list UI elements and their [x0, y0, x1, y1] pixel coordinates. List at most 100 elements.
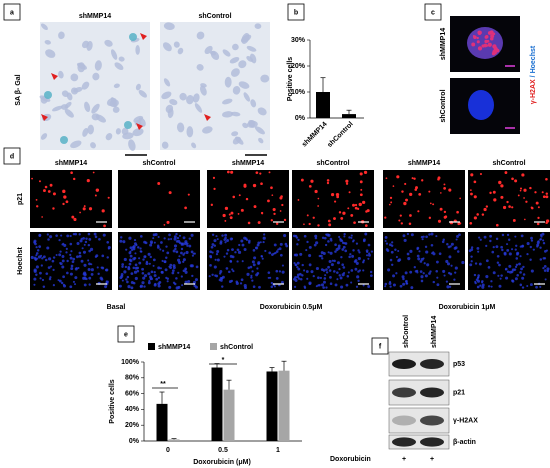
p21-dot — [270, 219, 273, 222]
nucleus — [96, 266, 99, 269]
nucleus — [544, 278, 547, 281]
nucleus — [226, 239, 230, 243]
nucleus — [435, 260, 439, 264]
nucleus — [143, 274, 148, 278]
nucleus — [546, 267, 550, 271]
cell — [161, 141, 169, 149]
nucleus — [228, 270, 231, 274]
p21-dot — [163, 224, 166, 226]
nucleus — [301, 274, 304, 277]
nucleus — [333, 270, 336, 273]
nucleus — [324, 274, 327, 277]
cell — [232, 136, 242, 145]
nucleus — [214, 274, 217, 277]
nucleus — [182, 269, 186, 272]
nucleus — [529, 258, 532, 261]
p21-dot — [508, 205, 511, 208]
p21-dot — [439, 207, 443, 211]
nucleus — [275, 277, 279, 280]
nucleus — [216, 238, 219, 241]
nucleus — [69, 272, 73, 276]
foci — [476, 36, 479, 40]
nucleus — [279, 253, 283, 257]
nucleus — [46, 233, 49, 236]
nucleus — [157, 236, 160, 239]
nucleus — [442, 269, 446, 273]
p21-dot — [469, 189, 472, 191]
nucleus — [515, 244, 518, 247]
nucleus — [406, 252, 410, 256]
cell — [86, 41, 93, 51]
cell — [232, 85, 241, 95]
p21-dot — [232, 195, 236, 199]
nucleus — [448, 255, 452, 259]
cell — [254, 126, 265, 135]
nucleus — [342, 245, 346, 249]
nucleus — [476, 285, 480, 289]
nucleus — [454, 271, 457, 274]
cell — [224, 76, 232, 88]
nucleus — [285, 244, 289, 248]
nucleus — [526, 284, 529, 287]
nucleus — [386, 249, 390, 252]
nucleus — [189, 264, 193, 268]
stain-legend: γ-H2AX / Hoechst — [530, 45, 537, 104]
nucleus — [473, 273, 477, 277]
nucleus — [78, 233, 81, 236]
nucleus — [522, 273, 526, 276]
nucleus — [191, 274, 194, 278]
nucleus — [104, 285, 108, 289]
nucleus — [424, 245, 428, 249]
nucleus — [425, 235, 428, 239]
p21-dot — [492, 190, 496, 194]
nucleus — [317, 284, 320, 287]
p21-dot — [537, 206, 540, 209]
cell — [177, 47, 184, 55]
nucleus — [421, 238, 424, 241]
p21-dot — [385, 177, 388, 180]
cell — [104, 39, 113, 47]
legend-label: shControl — [220, 344, 253, 351]
nucleus — [139, 247, 142, 250]
nucleus — [165, 256, 168, 259]
nucleus — [470, 260, 473, 263]
nucleus — [211, 243, 215, 246]
nucleus — [159, 267, 162, 270]
nucleus — [160, 270, 164, 274]
nucleus — [303, 234, 307, 238]
p21-dot — [65, 200, 69, 204]
nucleus — [90, 268, 94, 272]
nucleus — [195, 265, 199, 269]
nucleus — [70, 264, 74, 268]
nucleus — [87, 259, 90, 262]
p21-dot — [275, 222, 279, 225]
p21-dot — [212, 176, 216, 179]
p21-dot — [184, 206, 187, 210]
p21-dot — [308, 184, 312, 188]
nucleus — [225, 267, 229, 270]
nucleus — [350, 234, 353, 237]
nucleus — [241, 243, 245, 247]
nucleus — [128, 262, 132, 266]
nucleus — [435, 269, 438, 273]
p21-dot — [350, 213, 354, 217]
nucleus — [293, 285, 297, 289]
nucleus — [539, 285, 542, 288]
p21-dot — [511, 206, 514, 209]
nucleus — [330, 239, 333, 242]
nucleus — [407, 257, 411, 261]
nucleus — [430, 243, 434, 247]
stained-cell — [60, 136, 68, 144]
nucleus — [535, 285, 538, 289]
nucleus — [347, 271, 350, 274]
p21-dot — [529, 186, 532, 190]
p21-dot — [473, 216, 477, 220]
nucleus — [481, 280, 484, 283]
nucleus — [89, 247, 94, 251]
nucleus — [432, 252, 436, 256]
p21-dot — [303, 223, 305, 226]
p21-dot — [428, 216, 432, 220]
nucleus — [69, 256, 73, 260]
p21-dot — [398, 219, 401, 222]
y-tick-label: 30% — [291, 37, 306, 44]
